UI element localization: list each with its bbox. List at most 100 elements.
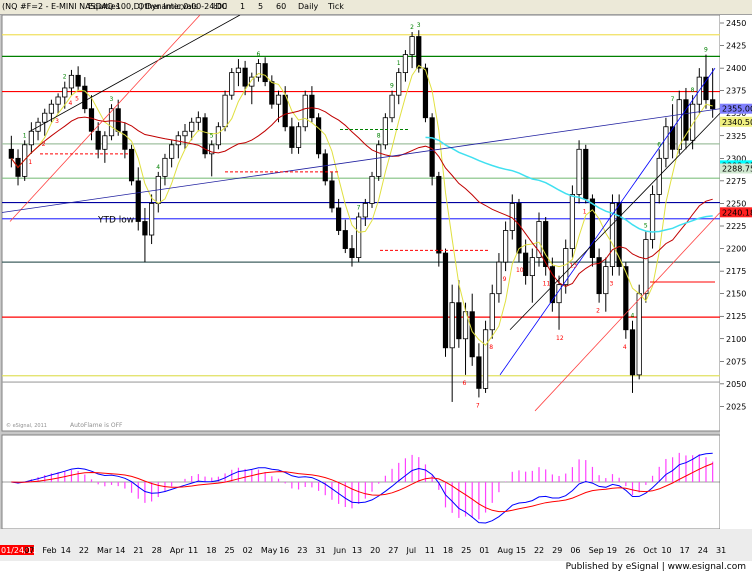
x-tick-label: 31 [315,546,325,555]
candle-body [503,230,509,263]
candle-body [643,239,649,295]
x-tick-label: 01/24/11 [1,546,37,555]
x-tick-label: 15 [516,546,526,555]
candle-body [356,216,362,258]
y-tick-label: 2350 [726,109,746,118]
candle-body [202,117,208,155]
idc-button[interactable]: IDC [213,2,228,11]
count-label-green: 7 [671,96,675,103]
x-tick-label: 24 [698,546,708,555]
count-label-red: 9 [503,276,507,283]
count-label-green: 9 [390,83,394,90]
candle-body [342,230,348,249]
candle-body [589,198,596,258]
candle-body [142,221,148,236]
candle-body [623,266,629,331]
candle-body [369,175,375,204]
candle-body [82,85,88,110]
trendline-black [29,14,241,132]
x-tick-label: 27 [388,546,398,555]
candle-body [149,203,155,236]
published-label: Published by eSignal | www.esignal.com [565,562,746,572]
candle-body [108,108,115,137]
y-tick-label: 2050 [726,380,746,389]
candle-body [336,207,342,231]
chart-area[interactable]: 2450 2425 2400 2375 2350 2325 2300 2275 2250 2225… [0,14,752,561]
ma-slow-line [425,136,713,233]
candle-body [489,293,495,331]
candle-body [649,194,656,240]
candle-body [242,67,248,87]
price-tag [720,207,752,218]
candle-body [315,117,322,155]
candle-body [175,135,181,146]
candle-body [422,67,429,119]
count-label-red: 3 [55,118,59,125]
x-tick-label: 25 [224,546,234,555]
candle-body [529,257,535,277]
count-label-red: 5 [75,96,79,103]
candle-body [235,67,242,74]
candle-body [48,103,55,114]
count-label-green: 1 [397,60,401,67]
candle-body [255,63,262,78]
ma-mid-line [10,107,713,287]
count-label-red: 2 [596,308,600,315]
x-tick-label: 14 [115,546,125,555]
candle-body [436,175,442,254]
candle-body [95,130,101,150]
count-label-green: 6 [657,141,661,148]
count-label-green: 3 [110,96,114,103]
candle-body [295,126,302,148]
x-tick-label: 19 [607,546,617,555]
interval-1-button[interactable]: 1 [240,2,246,11]
x-tick-label: 18 [206,546,216,555]
candle-body [195,117,201,123]
y-tick-label: 2300 [726,154,746,163]
x-tick-label: Oct [643,546,657,555]
candle-body [42,112,48,123]
candle-body [169,144,175,159]
x-tick-label: 26 [625,546,635,555]
candle-body [302,94,308,128]
candle-body [669,126,676,150]
candle-body [115,108,121,132]
candle-body [609,203,616,267]
candle-body [429,117,435,177]
count-label-green: 9 [704,47,708,54]
count-label-red: 12 [556,335,564,342]
candle-body [62,87,68,98]
trendline-red [9,14,201,222]
candle-body [182,130,188,137]
ma-fast-line [10,64,713,346]
tick-button[interactable]: Tick [328,2,344,11]
daily-button[interactable]: Daily [298,2,319,11]
price-tag [720,116,752,127]
x-tick-label: Jul [406,546,417,555]
x-axis-bar [0,529,752,561]
interval-5-button[interactable]: 5 [258,2,264,11]
candle-body [389,94,395,119]
x-tick-label: 13 [352,546,362,555]
candle-body [376,144,382,177]
candle-body [189,121,195,132]
y-tick-label: 2225 [726,222,746,231]
count-label-red: 3 [609,281,613,288]
count-label-green: 4 [156,164,160,171]
candle-body [8,148,14,159]
candle-body [456,302,462,340]
candle-body [55,96,61,105]
other-intervals-button[interactable]: Other Intervals [138,2,199,11]
x-tick-label: 25 [461,546,471,555]
equities-button[interactable]: Equities [88,2,120,11]
candle-body [282,94,288,128]
candle-body [128,148,135,182]
candle-body [576,148,582,195]
candle-body [482,329,489,389]
candle-body [683,99,689,141]
x-tick-label: 02 [243,546,253,555]
candle-body [442,252,449,349]
interval-60-button[interactable]: 60 [276,2,287,11]
count-label-red: 2 [42,141,46,148]
price-chart[interactable]: 2450242524002375235023252300227522502225… [0,14,752,561]
